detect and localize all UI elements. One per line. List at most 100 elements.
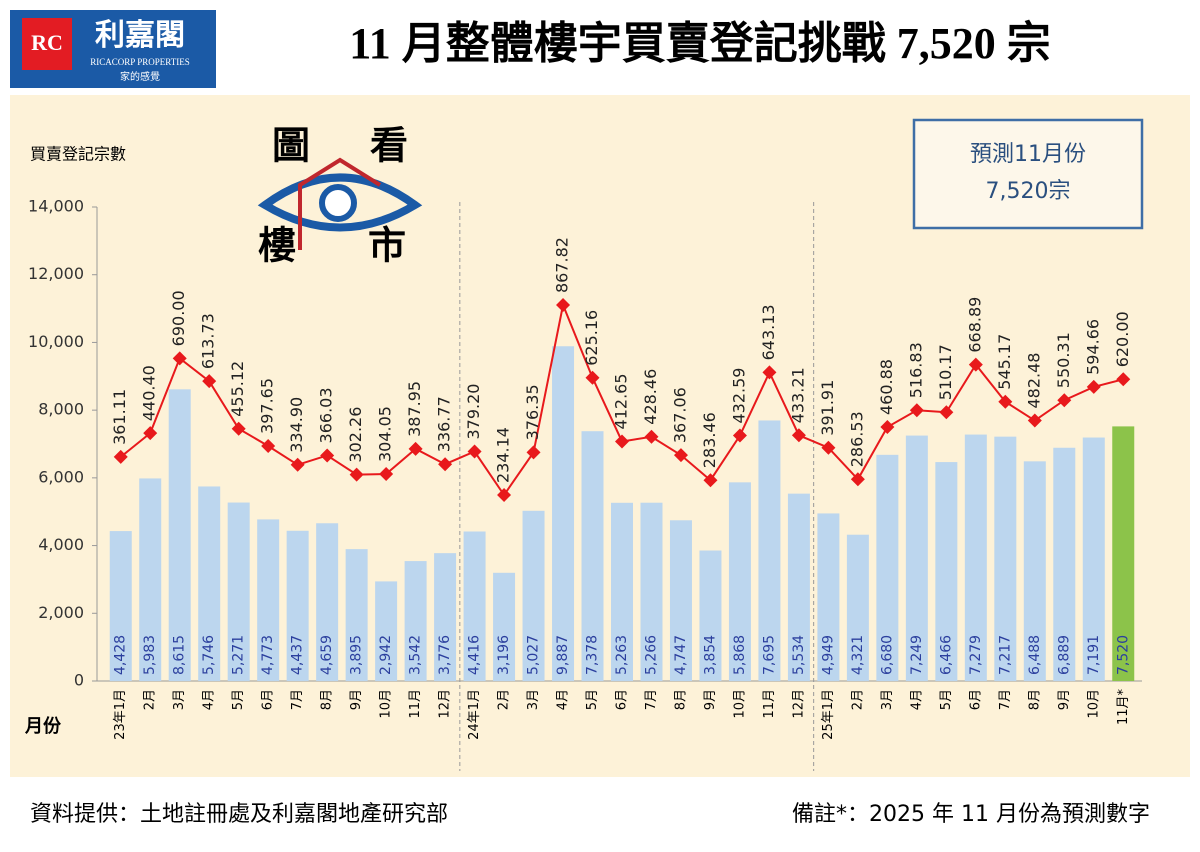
line-value-label: 690.00 [169,290,188,346]
x-tick-label: 8月 [673,689,688,710]
bar-value-label: 4,416 [467,635,483,675]
x-tick-label: 8月 [1027,689,1042,710]
bar [375,581,398,681]
line-marker [703,473,718,488]
line-marker [909,403,924,418]
bar [316,523,339,681]
line-value-label: 482.48 [1024,353,1043,409]
x-tick-label: 3月 [526,689,541,710]
line-value-label: 545.17 [995,334,1014,390]
bar-value-label: 3,895 [349,635,365,675]
line-marker [673,448,688,463]
line-value-label: 455.12 [228,361,247,417]
bar [257,519,280,681]
line-value-label: 432.59 [729,368,748,424]
line-value-label: 643.13 [759,304,778,360]
line-value-label: 336.77 [435,396,454,452]
line-marker [172,351,187,366]
bar [493,572,516,681]
bar [787,493,810,681]
line-marker [615,434,629,449]
bar [109,531,132,681]
bar-value-label: 5,534 [791,635,807,675]
x-tick-label: 4月 [556,689,571,710]
line-marker [880,420,895,435]
bar [1082,437,1105,681]
x-tick-label: 10月 [379,689,394,719]
bar-value-label: 5,868 [732,635,748,675]
footer-note: 備註*：2025 年 11 月份為預測數字 [792,802,1150,827]
logo-mark [22,18,72,70]
bar-value-label: 7,217 [997,635,1013,675]
line-marker [850,472,865,487]
bar [905,435,928,681]
x-tick-label: 5月 [585,689,600,710]
bar-value-label: 7,279 [968,635,984,675]
line-marker [143,426,158,441]
line-marker [1027,413,1042,428]
bar-value-label: 7,520 [1115,635,1131,675]
bar-value-label: 5,263 [614,635,630,675]
y-axis-label: 買賣登記宗數 [30,145,126,164]
x-tick-label: 23年1月 [113,689,128,740]
bar [434,553,457,681]
bar-value-label: 5,271 [231,635,247,675]
bar-value-label: 4,949 [820,635,836,675]
line-value-label: 234.14 [494,427,513,483]
bar-value-label: 5,746 [201,635,217,675]
line-value-label: 397.65 [258,378,277,434]
bar-value-label: 4,773 [260,635,276,675]
logo-english: RICACORP PROPERTIES [90,57,189,67]
line-marker [231,421,246,436]
line-marker [732,428,747,443]
bar [846,534,869,681]
bar-value-label: 3,854 [702,635,718,675]
line-value-label: 550.31 [1054,332,1073,388]
line-value-label: 510.17 [936,344,955,400]
bar [198,486,221,681]
bar-value-label: 4,321 [850,635,866,675]
bar [640,502,663,681]
x-tick-label: 7月 [998,689,1013,710]
y-tick-label: 12,000 [28,264,84,283]
line-value-label: 367.06 [670,387,689,443]
line-marker [644,429,659,444]
logo-slogan: 家的感覺 [120,70,160,83]
x-tick-label: 8月 [320,689,335,710]
y-tick-label: 10,000 [28,332,84,351]
bar-value-label: 5,027 [526,635,542,675]
y-tick-label: 0 [74,671,84,690]
stamp-char: 市 [368,226,406,268]
line-marker [791,428,806,443]
x-tick-label: 9月 [349,689,364,710]
x-tick-label: 10月 [732,689,747,719]
x-tick-label: 5月 [231,689,246,710]
bar [699,550,722,681]
x-tick-label: 9月 [703,689,718,710]
x-tick-label: 2月 [850,689,865,710]
line-value-label: 376.35 [523,384,542,440]
callout-text: 7,520宗 [986,179,1071,204]
logo-name: 利嘉閣 [95,19,185,52]
y-tick-label: 14,000 [28,197,84,216]
line-value-label: 613.73 [199,313,218,369]
x-tick-label: 4月 [909,689,924,710]
bar [168,389,191,681]
x-tick-label: 24年1月 [467,689,482,740]
x-tick-label: 2月 [143,689,158,710]
line-value-label: 334.90 [287,397,306,453]
line-value-label: 366.03 [317,387,336,443]
line-marker [998,394,1013,409]
title: 11 月整體樓宇買賣登記挑戰 7,520 宗 [349,18,1051,68]
y-tick-label: 4,000 [38,535,84,554]
bar [1112,426,1135,681]
x-tick-label: 12月 [438,689,453,719]
eye [257,173,423,232]
line-value-label: 412.65 [612,373,631,429]
line-marker [1086,379,1101,394]
line-marker [408,441,423,456]
bar [876,454,899,681]
x-tick-label: 6月 [968,689,983,710]
bar [463,531,486,681]
bar [1023,461,1046,681]
